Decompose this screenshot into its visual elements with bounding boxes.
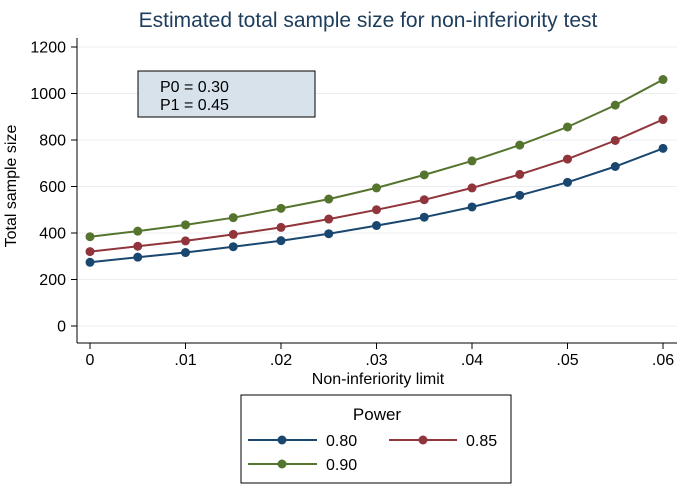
series-2-point-3 <box>228 213 238 223</box>
series-0-point-11 <box>610 162 620 172</box>
series-0-point-10 <box>563 177 572 187</box>
series-0-point-1 <box>133 252 143 262</box>
legend-marker-080 <box>277 435 287 445</box>
x-tick-label-2: .02 <box>270 352 292 369</box>
legend: Power 0.80 0.85 0.90 <box>240 394 512 484</box>
series-0-point-5 <box>324 229 334 239</box>
series-0-point-8 <box>467 202 477 212</box>
series-2-point-8 <box>467 156 477 166</box>
series-layer <box>85 75 668 267</box>
series-2-point-2 <box>181 220 190 230</box>
annotation-p1: P1 = 0.45 <box>160 97 229 114</box>
y-tick-label-3: 600 <box>39 179 66 196</box>
series-2-point-11 <box>610 100 620 110</box>
series-0-point-4 <box>276 236 286 246</box>
series-0-point-0 <box>85 257 95 267</box>
legend-title: Power <box>353 405 402 424</box>
y-tick-label-1: 200 <box>39 272 66 289</box>
series-2-point-0 <box>85 232 95 242</box>
annotation-p0: P0 = 0.30 <box>160 79 229 96</box>
legend-label-090: 0.90 <box>326 457 357 474</box>
series-2-point-1 <box>133 226 143 236</box>
legend-label-085: 0.85 <box>466 433 497 450</box>
series-2-point-6 <box>372 183 381 193</box>
series-1-point-11 <box>610 135 620 145</box>
y-tick-label-5: 1000 <box>30 86 66 103</box>
series-1-point-0 <box>85 247 95 257</box>
series-1-point-9 <box>515 169 525 179</box>
series-1-point-3 <box>228 229 238 239</box>
y-tick-label-2: 400 <box>39 226 66 243</box>
series-1-point-6 <box>372 205 381 215</box>
y-tick-label-0: 0 <box>57 319 66 336</box>
series-2-point-10 <box>563 122 572 132</box>
series-0 <box>85 143 668 267</box>
series-1-point-5 <box>324 214 334 224</box>
x-axis-label: Non-inferiority limit <box>312 371 445 388</box>
series-1-point-1 <box>133 241 143 251</box>
series-1-point-4 <box>276 222 286 232</box>
legend-item-085: 0.85 <box>389 433 497 450</box>
series-1-point-10 <box>563 154 572 164</box>
series-1-point-7 <box>419 195 429 205</box>
x-tick-label-5: .05 <box>556 352 578 369</box>
series-1-point-8 <box>467 183 477 193</box>
x-tick-label-1: .01 <box>174 352 196 369</box>
series-2-point-9 <box>515 140 525 150</box>
y-tick-label-6: 1200 <box>30 40 66 57</box>
annotation-background <box>137 70 316 118</box>
x-tick-label-4: .04 <box>461 352 483 369</box>
annotation-box: P0 = 0.30 P1 = 0.45 <box>137 70 316 118</box>
x-tick-label-3: .03 <box>365 352 387 369</box>
series-2 <box>85 75 668 242</box>
series-0-point-2 <box>181 248 190 258</box>
gridlines <box>77 46 677 327</box>
legend-marker-090 <box>277 459 287 469</box>
x-axis-ticks: 0 .01 .02 .03 .04 .05 .06 <box>86 343 674 369</box>
series-1-point-12 <box>658 115 668 125</box>
legend-item-080: 0.80 <box>248 433 357 450</box>
series-1 <box>85 115 668 257</box>
series-2-point-4 <box>276 203 286 213</box>
series-2-point-7 <box>419 170 429 180</box>
series-1-point-2 <box>181 236 190 246</box>
x-tick-label-0: 0 <box>86 352 95 369</box>
series-2-point-12 <box>658 75 668 85</box>
y-axis-label: Total sample size <box>3 125 20 248</box>
y-axis-ticks: 0 200 400 600 800 1000 1200 <box>30 40 77 336</box>
series-0-point-3 <box>228 242 238 252</box>
chart-title: Estimated total sample size for non-infe… <box>139 9 598 32</box>
series-0-point-9 <box>515 190 525 200</box>
legend-item-090: 0.90 <box>248 457 357 474</box>
series-2-point-5 <box>324 194 334 204</box>
series-0-point-6 <box>372 221 381 231</box>
x-tick-label-6: .06 <box>652 352 674 369</box>
legend-label-080: 0.80 <box>326 433 357 450</box>
y-tick-label-4: 800 <box>39 133 66 150</box>
legend-marker-085 <box>418 435 428 445</box>
series-0-point-12 <box>658 143 668 153</box>
series-0-point-7 <box>419 212 429 222</box>
